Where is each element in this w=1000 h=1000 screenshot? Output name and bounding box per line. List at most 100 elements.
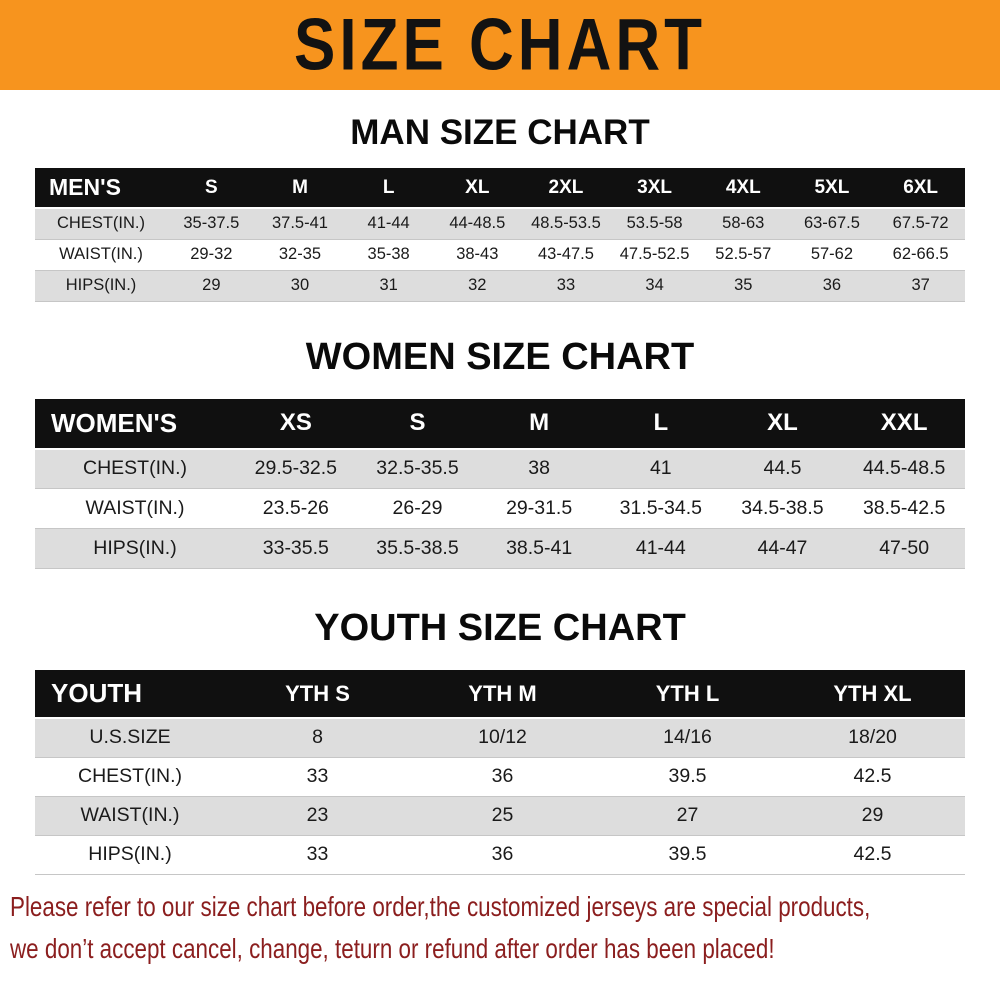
size-header-cell: YTH S: [225, 670, 410, 719]
size-value-cell: 29.5-32.5: [235, 448, 357, 489]
row-label-cell: WAIST(IN.): [35, 796, 225, 836]
size-chart-infographic: SIZE CHART MAN SIZE CHART MEN'S S M L XL 2XL 3…: [0, 0, 1000, 966]
row-label-cell: HIPS(IN.): [35, 528, 235, 569]
size-value-cell: 37.5-41: [255, 208, 345, 240]
women-size-section: WOMEN SIZE CHART WOMEN'S XS S M L XL XXL CHEST(…: [0, 335, 1000, 569]
page-banner: SIZE CHART: [0, 0, 1000, 90]
row-label-cell: HIPS(IN.): [35, 835, 225, 875]
size-value-cell: 35-37.5: [167, 208, 256, 240]
table-header-row: WOMEN'S XS S M L XL XXL: [35, 398, 965, 450]
measurement-row: CHEST(IN.) 29.5-32.5 32.5-35.5 38 41 44.5 44.5…: [35, 448, 965, 489]
size-value-cell: 26-29: [356, 488, 479, 529]
page-title: SIZE CHART: [294, 4, 706, 86]
size-header-cell: 5XL: [787, 168, 877, 209]
youth-size-section: YOUTH SIZE CHART YOUTH YTH S YTH M YTH L YTH…: [0, 607, 1000, 875]
women-size-table: WOMEN'S XS S M L XL XXL CHEST(IN.) 29.5-32.5 32.5…: [35, 398, 965, 569]
size-value-cell: 31: [344, 270, 433, 302]
size-value-cell: 42.5: [780, 757, 965, 797]
row-label-cell: CHEST(IN.): [35, 448, 235, 489]
measurement-row: HIPS(IN.) 29 30 31 32 33 34 35 36 37: [35, 270, 965, 302]
youth-size-table: YOUTH YTH S YTH M YTH L YTH XL U.S.SIZE 8 10/12…: [35, 670, 965, 875]
size-value-cell: 53.5-58: [610, 208, 699, 240]
size-value-cell: 33-35.5: [235, 528, 357, 569]
measurement-row: CHEST(IN.) 33 36 39.5 42.5: [35, 757, 965, 797]
footer-line-2: we don’t accept cancel, change, teturn o…: [10, 932, 775, 964]
footer-note: Please refer to our size chart before or…: [10, 889, 1000, 966]
footer-line-1: Please refer to our size chart before or…: [10, 890, 871, 922]
row-label-cell: WAIST(IN.): [35, 488, 235, 529]
size-header-cell: M: [478, 398, 600, 450]
size-header-cell: L: [344, 168, 433, 209]
size-header-cell: XS: [235, 398, 357, 450]
size-value-cell: 39.5: [595, 757, 780, 797]
size-value-cell: 25: [410, 796, 595, 836]
size-header-cell: XL: [432, 168, 522, 209]
size-header-cell: L: [599, 398, 722, 450]
row-label-cell: U.S.SIZE: [35, 718, 225, 758]
size-value-cell: 35: [698, 270, 788, 302]
row-label-cell: CHEST(IN.): [35, 208, 167, 240]
table-title-cell: MEN'S: [35, 168, 167, 209]
size-value-cell: 44-47: [721, 528, 844, 569]
size-header-cell: S: [167, 168, 256, 209]
men-section-title: MAN SIZE CHART: [350, 113, 650, 152]
size-value-cell: 34.5-38.5: [721, 488, 844, 529]
size-value-cell: 39.5: [595, 835, 780, 875]
size-value-cell: 34: [610, 270, 699, 302]
size-value-cell: 47-50: [843, 528, 965, 569]
size-value-cell: 41: [599, 448, 722, 489]
size-header-cell: XL: [721, 398, 844, 450]
row-label-cell: CHEST(IN.): [35, 757, 225, 797]
size-value-cell: 18/20: [780, 718, 965, 758]
size-value-cell: 27: [595, 796, 780, 836]
size-value-cell: 35.5-38.5: [356, 528, 479, 569]
men-size-section: MAN SIZE CHART MEN'S S M L XL 2XL 3XL 4XL 5XL 6XL…: [0, 113, 1000, 302]
size-header-cell: S: [356, 398, 479, 450]
size-header-cell: YTH L: [595, 670, 780, 719]
size-value-cell: 37: [876, 270, 965, 302]
size-value-cell: 48.5-53.5: [521, 208, 611, 240]
row-label-cell: WAIST(IN.): [35, 239, 167, 271]
size-value-cell: 33: [225, 757, 410, 797]
size-header-cell: XXL: [843, 398, 965, 450]
size-value-cell: 38-43: [432, 239, 522, 271]
row-label-cell: HIPS(IN.): [35, 270, 167, 302]
size-value-cell: 62-66.5: [876, 239, 965, 271]
size-value-cell: 58-63: [698, 208, 788, 240]
size-value-cell: 32: [432, 270, 522, 302]
size-value-cell: 41-44: [344, 208, 433, 240]
size-value-cell: 38: [478, 448, 600, 489]
size-value-cell: 36: [410, 757, 595, 797]
measurement-row: WAIST(IN.) 29-32 32-35 35-38 38-43 43-47.5 47.…: [35, 239, 965, 271]
size-value-cell: 14/16: [595, 718, 780, 758]
women-section-title: WOMEN SIZE CHART: [305, 335, 695, 378]
size-value-cell: 43-47.5: [521, 239, 611, 271]
size-value-cell: 29-31.5: [478, 488, 600, 529]
size-value-cell: 47.5-52.5: [610, 239, 699, 271]
size-header-cell: 6XL: [876, 168, 965, 209]
size-value-cell: 67.5-72: [876, 208, 965, 240]
table-title-cell: YOUTH: [35, 670, 225, 719]
size-value-cell: 8: [225, 718, 410, 758]
youth-section-title: YOUTH SIZE CHART: [314, 607, 686, 649]
size-value-cell: 44-48.5: [432, 208, 522, 240]
measurement-row: HIPS(IN.) 33 36 39.5 42.5: [35, 835, 965, 875]
size-header-cell: 2XL: [521, 168, 611, 209]
size-value-cell: 33: [225, 835, 410, 875]
men-size-table: MEN'S S M L XL 2XL 3XL 4XL 5XL 6XL CHEST(IN.) 35-37…: [35, 168, 965, 302]
size-value-cell: 52.5-57: [698, 239, 788, 271]
size-value-cell: 41-44: [599, 528, 722, 569]
measurement-row: HIPS(IN.) 33-35.5 35.5-38.5 38.5-41 41-44 44-…: [35, 528, 965, 569]
table-title-cell: WOMEN'S: [35, 398, 235, 450]
size-header-cell: YTH XL: [780, 670, 965, 719]
table-header-row: YOUTH YTH S YTH M YTH L YTH XL: [35, 670, 965, 719]
size-value-cell: 10/12: [410, 718, 595, 758]
size-value-cell: 32.5-35.5: [356, 448, 479, 489]
size-value-cell: 36: [410, 835, 595, 875]
size-value-cell: 29-32: [167, 239, 256, 271]
size-value-cell: 23.5-26: [235, 488, 357, 529]
size-value-cell: 31.5-34.5: [599, 488, 722, 529]
size-header-cell: 4XL: [698, 168, 788, 209]
size-value-cell: 44.5-48.5: [843, 448, 965, 489]
measurement-row: WAIST(IN.) 23.5-26 26-29 29-31.5 31.5-34.5 34…: [35, 488, 965, 529]
